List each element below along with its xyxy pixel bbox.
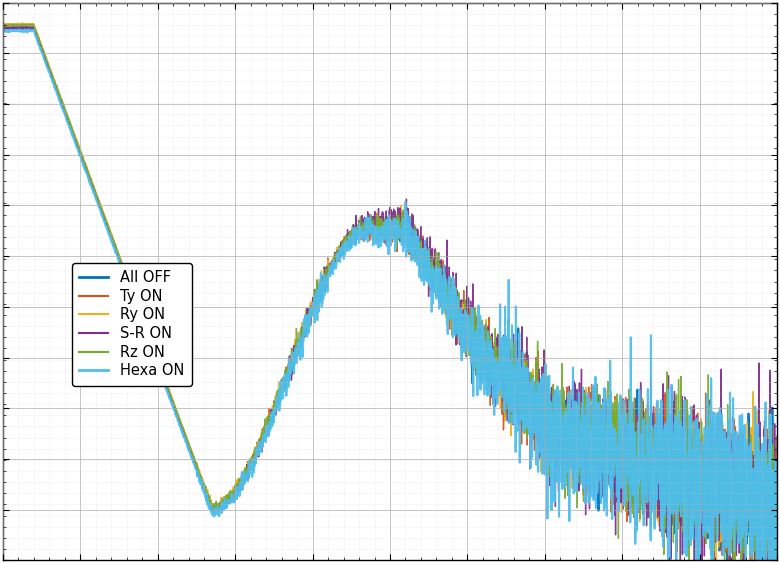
All OFF xyxy=(674,503,683,510)
S-R ON xyxy=(21,24,30,30)
Hexa ON xyxy=(296,330,305,337)
Ty ON xyxy=(674,515,683,521)
Ty ON xyxy=(87,179,96,186)
Line: Ty ON: Ty ON xyxy=(3,24,777,563)
Rz ON xyxy=(0,22,8,29)
Rz ON xyxy=(772,482,780,489)
S-R ON xyxy=(0,25,8,32)
S-R ON xyxy=(329,258,339,265)
S-R ON xyxy=(133,305,142,311)
Ry ON xyxy=(18,20,27,26)
Ry ON xyxy=(133,301,142,307)
Ry ON xyxy=(296,337,305,344)
S-R ON xyxy=(772,432,780,439)
Ry ON xyxy=(758,485,768,492)
Rz ON xyxy=(133,302,142,309)
Ty ON xyxy=(757,505,767,512)
Rz ON xyxy=(87,177,96,184)
Hexa ON xyxy=(24,26,34,33)
Hexa ON xyxy=(87,183,96,190)
Line: Ry ON: Ry ON xyxy=(3,23,777,563)
Ty ON xyxy=(329,261,339,268)
Hexa ON xyxy=(0,27,8,34)
S-R ON xyxy=(87,181,96,187)
S-R ON xyxy=(674,472,683,479)
Ty ON xyxy=(133,302,142,309)
All OFF xyxy=(295,338,304,345)
S-R ON xyxy=(296,339,305,346)
Hexa ON xyxy=(133,307,142,314)
All OFF xyxy=(133,303,142,310)
Hexa ON xyxy=(674,408,683,415)
Rz ON xyxy=(674,478,683,485)
All OFF xyxy=(0,24,8,30)
Ry ON xyxy=(87,176,96,183)
All OFF xyxy=(757,524,767,531)
Line: Rz ON: Rz ON xyxy=(3,24,777,563)
Line: Hexa ON: Hexa ON xyxy=(3,29,777,563)
Hexa ON xyxy=(329,262,339,269)
All OFF xyxy=(328,260,338,266)
Ry ON xyxy=(0,21,8,28)
Ty ON xyxy=(0,23,8,29)
S-R ON xyxy=(758,463,768,470)
Rz ON xyxy=(9,21,18,28)
Line: S-R ON: S-R ON xyxy=(3,27,777,563)
Ry ON xyxy=(772,517,780,524)
All OFF xyxy=(87,180,96,186)
Ty ON xyxy=(772,529,780,536)
All OFF xyxy=(772,465,780,472)
Rz ON xyxy=(296,339,305,346)
Ry ON xyxy=(674,466,683,472)
Line: All OFF: All OFF xyxy=(3,27,777,563)
Rz ON xyxy=(329,258,339,265)
Rz ON xyxy=(758,556,768,563)
Ty ON xyxy=(296,344,305,351)
Hexa ON xyxy=(758,494,768,501)
Legend: All OFF, Ty ON, Ry ON, S-R ON, Rz ON, Hexa ON: All OFF, Ty ON, Ry ON, S-R ON, Rz ON, He… xyxy=(72,263,192,386)
Ry ON xyxy=(329,260,339,267)
Ty ON xyxy=(19,21,28,28)
